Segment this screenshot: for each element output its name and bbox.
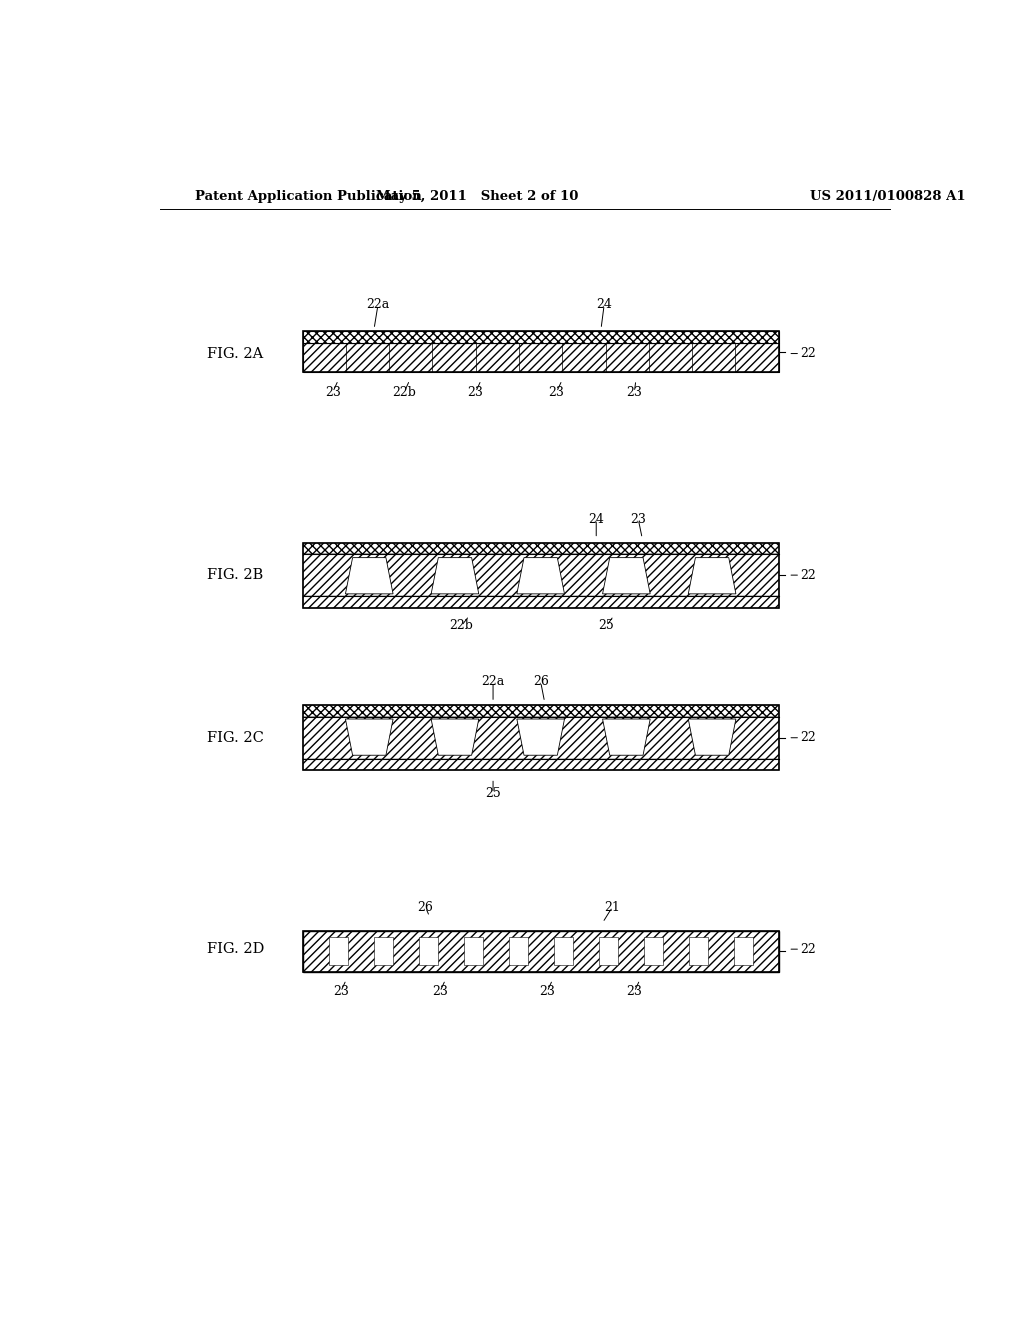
Text: 23: 23 — [631, 512, 646, 525]
Text: 25: 25 — [599, 619, 614, 632]
Text: 25: 25 — [485, 787, 501, 800]
Bar — [689, 937, 708, 965]
Bar — [303, 705, 778, 771]
Bar — [303, 331, 778, 343]
Bar — [464, 937, 482, 965]
Text: 23: 23 — [627, 385, 642, 399]
Bar — [644, 937, 663, 965]
Bar — [509, 937, 527, 965]
Text: 23: 23 — [549, 385, 564, 399]
Bar — [303, 543, 778, 554]
Text: FIG. 2B: FIG. 2B — [207, 568, 263, 582]
Bar — [303, 717, 778, 759]
Polygon shape — [688, 557, 736, 594]
Text: 24: 24 — [588, 512, 604, 525]
Bar — [374, 937, 392, 965]
Bar — [303, 343, 778, 372]
Text: 23: 23 — [468, 385, 483, 399]
Text: FIG. 2C: FIG. 2C — [207, 731, 264, 744]
Text: 22a: 22a — [367, 298, 389, 312]
Polygon shape — [688, 719, 736, 755]
Bar — [303, 931, 778, 972]
Bar — [303, 705, 778, 717]
Text: FIG. 2A: FIG. 2A — [207, 347, 263, 360]
Text: 22: 22 — [800, 942, 816, 956]
Bar — [303, 543, 778, 607]
Text: 22: 22 — [800, 731, 816, 744]
Text: 23: 23 — [432, 985, 447, 998]
Text: 22: 22 — [800, 347, 816, 360]
Text: Patent Application Publication: Patent Application Publication — [196, 190, 422, 202]
Text: 22a: 22a — [481, 676, 505, 688]
Polygon shape — [345, 557, 393, 594]
Polygon shape — [431, 719, 479, 755]
Polygon shape — [345, 719, 393, 755]
Text: 22b: 22b — [450, 619, 473, 632]
Polygon shape — [431, 557, 479, 594]
Bar — [303, 543, 778, 607]
Text: May 5, 2011   Sheet 2 of 10: May 5, 2011 Sheet 2 of 10 — [376, 190, 579, 202]
Bar — [303, 759, 778, 771]
Polygon shape — [517, 719, 564, 755]
Bar — [329, 937, 347, 965]
Bar — [419, 937, 437, 965]
Bar — [303, 554, 778, 595]
Polygon shape — [517, 557, 564, 594]
Text: 23: 23 — [325, 385, 341, 399]
Text: 26: 26 — [418, 902, 433, 913]
Bar — [303, 931, 778, 972]
Bar — [303, 331, 778, 372]
Text: 21: 21 — [604, 902, 621, 913]
Text: 23: 23 — [539, 985, 555, 998]
Text: 24: 24 — [596, 298, 612, 312]
Bar — [734, 937, 753, 965]
Text: US 2011/0100828 A1: US 2011/0100828 A1 — [811, 190, 966, 202]
Bar — [303, 595, 778, 607]
Bar — [554, 937, 572, 965]
Text: 23: 23 — [627, 985, 642, 998]
Bar — [599, 937, 617, 965]
Text: FIG. 2D: FIG. 2D — [207, 942, 265, 956]
Text: 26: 26 — [532, 676, 549, 688]
Polygon shape — [602, 719, 650, 755]
Text: 22: 22 — [800, 569, 816, 582]
Text: 22b: 22b — [392, 385, 416, 399]
Polygon shape — [602, 557, 650, 594]
Text: 23: 23 — [333, 985, 348, 998]
Bar — [303, 705, 778, 771]
